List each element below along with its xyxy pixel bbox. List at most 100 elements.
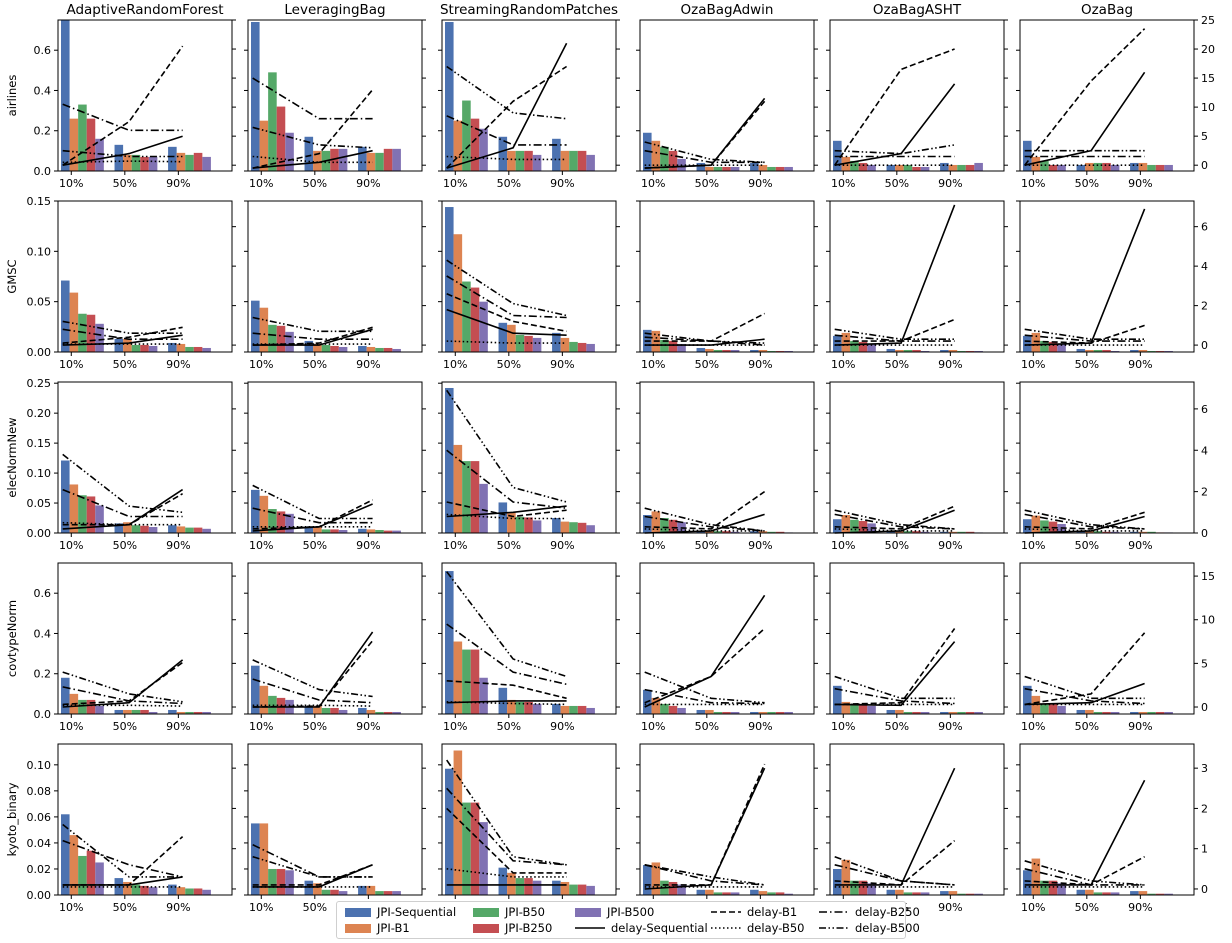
panel-frame-airlines-0	[57, 19, 233, 172]
ytick-label-covtypeNorm-2: 0.4	[34, 627, 52, 640]
bar-airlines-1-0-2	[268, 72, 277, 171]
bar-covtypeNorm-4-0-4	[867, 705, 876, 714]
bar-GMSC-1-0-1	[259, 307, 269, 352]
rtick-label-covtypeNorm-0: 0	[1201, 701, 1208, 714]
panel-frame-GMSC-2	[441, 200, 617, 353]
bar-kyoto_binary-2-0-4	[479, 822, 488, 895]
bar-elecNormNew-0-1-0	[114, 523, 124, 533]
bar-airlines-4-2-4	[974, 162, 983, 171]
bar-elecNormNew-1-2-1	[366, 529, 376, 533]
bar-airlines-5-2-2	[1147, 164, 1156, 171]
bar-elecNormNew-1-0-2	[268, 509, 277, 533]
bar-elecNormNew-0-2-1	[176, 526, 186, 533]
bar-GMSC-2-1-4	[532, 337, 542, 352]
bar-elecNormNew-5-1-4	[1110, 531, 1120, 533]
xtick-label-kyoto_binary-4-2: 90%	[938, 901, 962, 914]
bar-kyoto_binary-0-0-4	[95, 862, 104, 895]
bar-elecNormNew-3-0-1	[651, 511, 661, 533]
bar-elecNormNew-2-0-3	[470, 461, 480, 533]
xtick-label-kyoto_binary-5-0: 10%	[1021, 901, 1045, 914]
bar-GMSC-4-2-1	[948, 349, 958, 352]
ytick-label-covtypeNorm-3: 0.6	[34, 587, 52, 600]
legend-label: JPI-B250	[505, 921, 553, 935]
bar-airlines-0-2-2	[185, 154, 194, 171]
bar-covtypeNorm-2-1-3	[524, 701, 533, 714]
rtick-label-airlines-1: 5	[1201, 130, 1208, 143]
bar-covtypeNorm-0-1-4	[148, 711, 158, 714]
row-label-kyoto_binary: kyoto_binary	[5, 782, 19, 856]
line-GMSC-3-0	[644, 338, 765, 346]
bar-elecNormNew-2-2-2	[569, 522, 578, 533]
xtick-label-GMSC-2-0: 10%	[443, 358, 467, 371]
bar-kyoto_binary-5-2-3	[1155, 893, 1165, 895]
bar-covtypeNorm-2-0-4	[479, 677, 488, 714]
bar-GMSC-1-2-3	[383, 347, 393, 352]
ytick-label-elecNormNew-3: 0.15	[27, 437, 52, 450]
bar-elecNormNew-1-1-3	[330, 529, 339, 533]
xtick-label-GMSC-4-0: 10%	[831, 358, 855, 371]
xtick-label-elecNormNew-3-2: 90%	[748, 539, 772, 552]
bar-elecNormNew-5-2-0	[1130, 531, 1139, 533]
xtick-label-elecNormNew-4-0: 10%	[831, 539, 855, 552]
bar-covtypeNorm-1-0-2	[268, 695, 277, 714]
bar-elecNormNew-3-0-2	[660, 518, 669, 533]
xtick-label-kyoto_binary-0-0: 10%	[59, 901, 83, 914]
bar-airlines-4-2-0	[940, 162, 949, 171]
line-covtypeNorm-2-4	[446, 571, 567, 678]
ytick-label-kyoto_binary-3: 0.06	[27, 811, 52, 824]
xtick-label-covtypeNorm-5-0: 10%	[1021, 720, 1045, 733]
rtick-label-GMSC-1: 2	[1201, 300, 1208, 313]
bar-kyoto_binary-1-1-4	[338, 891, 348, 895]
bar-airlines-4-1-0	[886, 164, 896, 171]
rtick-label-airlines-0: 0	[1201, 159, 1208, 172]
line-elecNormNew-3-0	[644, 513, 765, 534]
panel-frame-kyoto_binary-3	[639, 743, 815, 896]
line-elecNormNew-2-3	[446, 449, 567, 509]
bar-covtypeNorm-4-2-1	[948, 711, 958, 714]
xtick-label-kyoto_binary-0-1: 50%	[113, 901, 137, 914]
bar-elecNormNew-2-2-1	[560, 521, 570, 533]
bar-kyoto_binary-3-2-3	[775, 892, 785, 895]
bar-airlines-2-1-1	[507, 150, 516, 171]
line-covtypeNorm-0-1	[62, 661, 184, 706]
line-covtypeNorm-0-0	[62, 659, 184, 708]
xtick-label-covtypeNorm-0-0: 10%	[59, 720, 83, 733]
line-covtypeNorm-4-4	[834, 675, 955, 700]
bar-GMSC-2-1-1	[507, 324, 516, 352]
ytick-label-elecNormNew-0: 0.00	[27, 527, 52, 540]
legend-label: delay-B50	[747, 921, 805, 935]
line-covtypeNorm-1-3	[252, 678, 373, 704]
bar-airlines-4-0-3	[858, 162, 868, 171]
xtick-label-elecNormNew-5-0: 10%	[1021, 539, 1045, 552]
xtick-label-GMSC-1-0: 10%	[249, 358, 273, 371]
bar-elecNormNew-3-0-3	[668, 519, 678, 533]
bar-GMSC-1-2-4	[392, 348, 401, 352]
bar-covtypeNorm-4-0-3	[858, 703, 868, 714]
rtick-label-elecNormNew-1: 2	[1201, 486, 1208, 499]
bar-kyoto_binary-3-1-3	[722, 892, 731, 895]
bar-kyoto_binary-0-1-3	[140, 885, 149, 895]
xtick-label-elecNormNew-0-2: 90%	[166, 539, 190, 552]
bar-GMSC-3-1-2	[713, 349, 723, 352]
bar-GMSC-3-0-4	[677, 343, 686, 352]
bar-kyoto_binary-5-0-2	[1040, 880, 1049, 895]
line-GMSC-3-4	[644, 332, 765, 344]
line-airlines-4-0	[834, 83, 956, 166]
line-kyoto_binary-2-1	[446, 807, 567, 874]
line-elecNormNew-5-4	[1024, 509, 1145, 530]
bar-covtypeNorm-2-2-2	[569, 705, 578, 714]
bar-GMSC-4-1-2	[903, 349, 913, 352]
column-title-5: OzaBag	[1081, 2, 1133, 18]
xtick-label-covtypeNorm-3-0: 10%	[641, 720, 665, 733]
legend-label: JPI-B50	[505, 905, 545, 919]
panel-frame-elecNormNew-4	[829, 381, 1005, 534]
bar-covtypeNorm-5-0-4	[1057, 705, 1066, 714]
bar-kyoto_binary-0-1-1	[123, 881, 132, 895]
bar-airlines-4-1-1	[895, 164, 904, 171]
bar-kyoto_binary-5-0-3	[1048, 880, 1058, 895]
xtick-label-GMSC-0-0: 10%	[59, 358, 83, 371]
bar-kyoto_binary-2-0-1	[453, 750, 463, 895]
xtick-label-GMSC-4-1: 50%	[885, 358, 909, 371]
bar-elecNormNew-2-1-1	[507, 512, 516, 533]
bar-kyoto_binary-2-1-4	[532, 880, 542, 895]
